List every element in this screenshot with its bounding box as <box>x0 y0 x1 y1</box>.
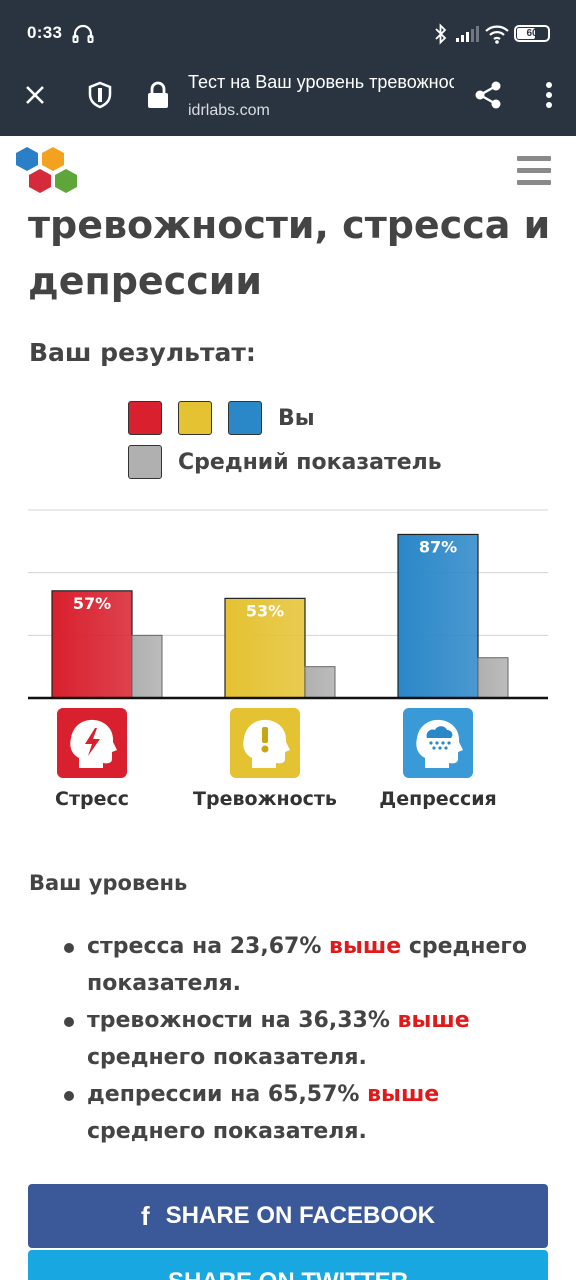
level-item-stress: стресса на 23,67% выше среднего показате… <box>60 928 550 1002</box>
legend-swatch-stress <box>128 401 162 435</box>
category-label-depression: Депрессия <box>379 788 497 810</box>
status-bar: 0:33 60 <box>0 0 576 66</box>
data-label-2: 87% <box>419 537 457 556</box>
bar-chart: 57% 53% 87% <box>28 509 548 700</box>
data-label-1: 53% <box>246 601 284 620</box>
legend-you-label: Вы <box>278 406 315 431</box>
share-twitter-label: SHARE ON TWITTER <box>168 1268 408 1280</box>
battery-fill <box>517 28 535 39</box>
level-heading: Ваш уровень <box>29 871 188 895</box>
wifi-icon <box>485 25 509 44</box>
site-logo[interactable] <box>13 146 81 198</box>
headphones-icon <box>72 24 94 43</box>
category-label-stress: Стресс <box>55 788 129 810</box>
share-facebook-button[interactable]: f SHARE ON FACEBOOK <box>28 1184 548 1248</box>
level-item-anxiety: тревожности на 36,33% выше среднего пока… <box>60 1002 550 1076</box>
result-label: Ваш результат: <box>29 338 256 367</box>
level-item-depression: депрессии на 65,57% выше среднего показа… <box>60 1076 550 1150</box>
legend-swatch-anxiety <box>178 401 212 435</box>
facebook-icon: f <box>140 1200 150 1231</box>
data-label-0: 57% <box>73 594 111 613</box>
bar-average-2 <box>477 657 509 699</box>
bar-average-0 <box>131 634 163 699</box>
close-icon[interactable] <box>24 84 46 106</box>
bluetooth-icon <box>435 23 447 45</box>
legend-average-label: Средний показатель <box>178 450 442 475</box>
category-label-anxiety: Тревожность <box>193 788 337 810</box>
page-title: тревожности, стресса и депрессии <box>28 203 551 303</box>
legend-swatch-depression <box>228 401 262 435</box>
share-facebook-label: SHARE ON FACEBOOK <box>165 1202 436 1229</box>
lightning-head-icon <box>57 708 127 778</box>
signal-icon <box>456 26 479 42</box>
battery-text: 60 <box>526 28 538 39</box>
lock-icon[interactable] <box>146 80 170 110</box>
status-time: 0:33 <box>27 23 63 42</box>
legend-swatch-average <box>128 445 162 479</box>
share-icon[interactable] <box>473 80 503 110</box>
exclamation-head-icon <box>230 708 300 778</box>
results-chart: 57% 53% 87% Стресс Тревожность Депрессия <box>0 500 576 840</box>
url-page-title[interactable]: Тест на Ваш уровень тревожности <box>188 72 454 92</box>
menu-icon[interactable] <box>517 156 551 186</box>
battery-icon: 60 <box>514 25 550 42</box>
cloud-head-icon <box>403 708 473 778</box>
bar-average-1 <box>304 666 336 699</box>
bar-you-2 <box>397 533 479 699</box>
share-twitter-button[interactable]: SHARE ON TWITTER <box>28 1250 548 1280</box>
more-options-icon[interactable] <box>544 81 554 109</box>
browser-toolbar: Тест на Ваш уровень тревожности idrlabs.… <box>0 66 576 136</box>
url-domain[interactable]: idrlabs.com <box>188 102 270 119</box>
bar-you-1 <box>224 597 306 699</box>
shield-icon[interactable] <box>87 81 113 109</box>
level-list: стресса на 23,67% выше среднего показате… <box>60 928 550 1150</box>
